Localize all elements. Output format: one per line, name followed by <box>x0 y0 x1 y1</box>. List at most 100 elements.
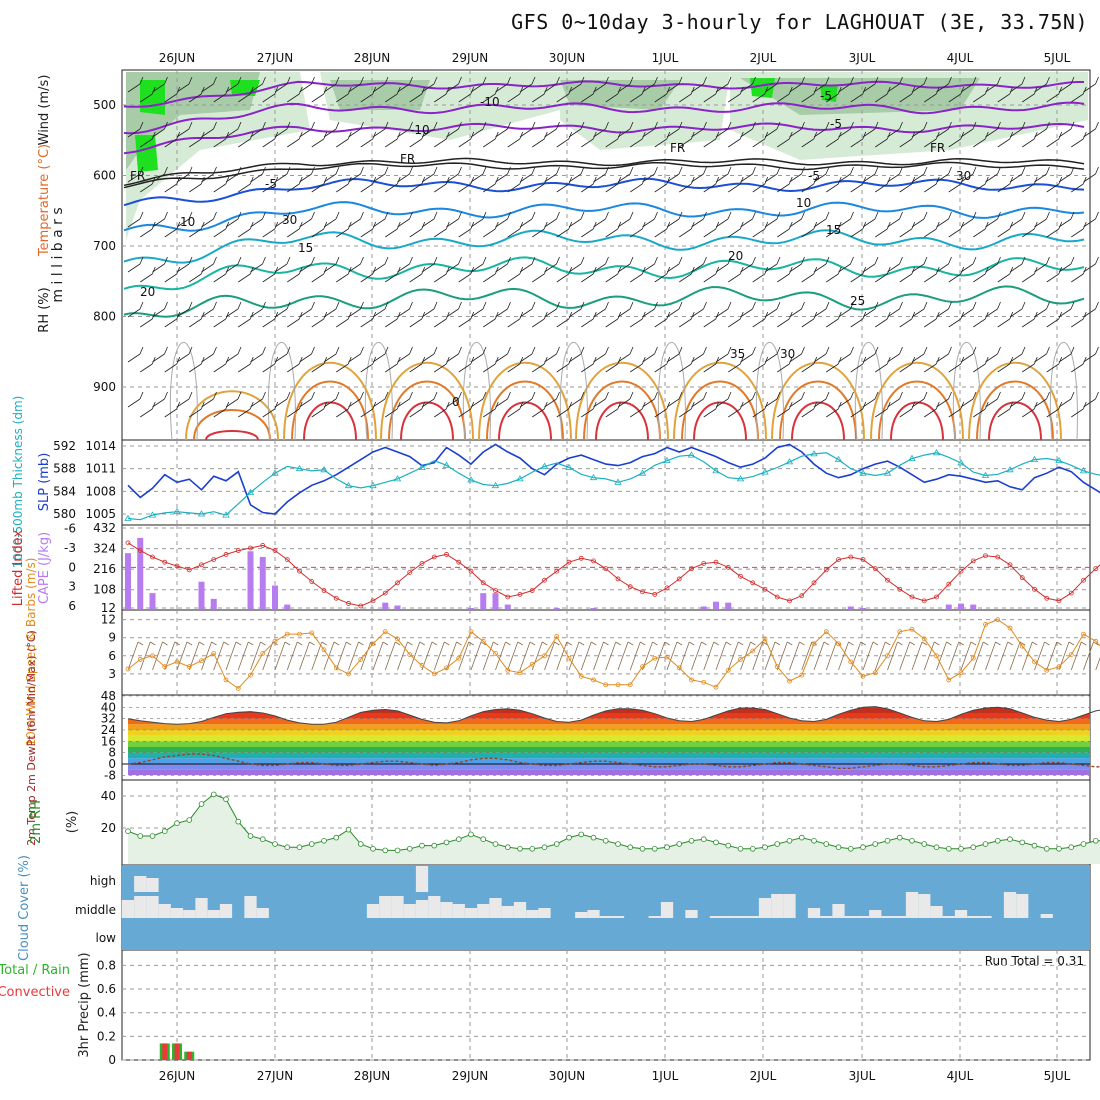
upper-wind-barb <box>311 266 328 283</box>
rh-contour-d2 <box>364 342 393 441</box>
rh2m-point <box>272 841 278 847</box>
upper-wind-barb <box>385 356 401 373</box>
upper-wind-barb <box>409 131 426 148</box>
lifted-point <box>529 588 535 593</box>
upper-wind-barb <box>507 266 524 283</box>
warm-contour-d5-0 <box>673 361 767 441</box>
upper-wind-barb <box>262 86 279 103</box>
wind10-point <box>921 636 927 642</box>
wind10-barb <box>715 641 732 671</box>
li-ytick--3: -3 <box>64 541 76 555</box>
upper-wind-barb <box>850 221 867 238</box>
wind10-point <box>970 655 976 661</box>
upper-wind-barb <box>1046 401 1063 418</box>
upper-wind-barb <box>483 266 499 283</box>
wind10-point <box>578 673 584 679</box>
upper-wind-barb <box>287 401 303 418</box>
upper-wind-barb <box>287 176 303 193</box>
wind10-point <box>787 678 792 684</box>
upper-wind-barb <box>997 86 1014 103</box>
thickness-point <box>736 475 745 482</box>
wind10-barb <box>997 641 1013 671</box>
upper-wind-barb <box>262 401 279 418</box>
rh2m-point <box>860 844 866 850</box>
upper-wind-barb <box>654 266 671 283</box>
upper-wind-barb <box>728 311 744 328</box>
date-label-top-29JUN: 29JUN <box>452 51 489 65</box>
upper-wind-barb <box>507 401 524 418</box>
upper-wind-barb <box>642 256 658 273</box>
upper-wind-barb <box>164 221 181 238</box>
upper-wind-barb <box>262 266 279 283</box>
cape-ytick-108: 108 <box>93 583 116 597</box>
rh2m-point <box>247 833 254 839</box>
upper-wind-barb <box>385 401 401 418</box>
upper-wind-barb <box>936 211 952 228</box>
upper-wind-barb <box>911 391 928 408</box>
upper-wind-barb <box>948 266 965 283</box>
upper-wind-barb <box>348 346 364 363</box>
upper-wind-barb <box>666 211 683 228</box>
wind10-point <box>934 653 939 659</box>
upper-wind-barb <box>899 131 916 148</box>
upper-wind-barb <box>801 401 818 418</box>
wind10-barb <box>862 641 879 671</box>
upper-wind-barb <box>348 76 364 93</box>
lifted-point <box>1019 575 1025 581</box>
wind10-barb <box>887 641 903 671</box>
cloud-bar-middle <box>869 910 882 918</box>
cloud-bar-middle <box>709 916 723 918</box>
precip-ytick-0.2: 0.2 <box>97 1029 116 1043</box>
lifted-point <box>248 545 253 551</box>
upper-wind-barb <box>715 76 732 93</box>
upper-wind-barb <box>862 76 879 93</box>
thickness-point <box>565 463 573 470</box>
upper-wind-barb <box>728 176 744 193</box>
upper-wind-barb <box>323 346 340 363</box>
upper-wind-barb <box>323 76 340 93</box>
isotherm-fr2 <box>123 161 1085 189</box>
lifted-point <box>603 566 609 572</box>
upper-wind-barb <box>1022 311 1038 328</box>
rh2m-point <box>1080 841 1087 847</box>
upper-wind-barb <box>960 301 977 318</box>
wind10-point <box>946 677 952 683</box>
wind10-point <box>272 638 278 644</box>
temp-band-6 <box>128 735 1090 742</box>
upper-wind-barb <box>434 401 450 418</box>
upper-wind-barb <box>593 211 609 228</box>
upper-wind-barb <box>409 176 426 193</box>
wind10-point <box>591 677 596 683</box>
wind10-barb <box>985 641 1001 671</box>
wind10-barb <box>1095 656 1100 671</box>
wind10-barb <box>495 641 511 671</box>
wind10-point <box>603 682 609 688</box>
upper-wind-barb <box>458 221 475 238</box>
rh2m-point <box>1007 836 1013 842</box>
upper-wind-barb <box>360 86 377 103</box>
cloud-bar-middle <box>428 896 441 918</box>
upper-wind-barb <box>764 166 781 183</box>
upper-wind-barb <box>960 211 977 228</box>
wind10-barb <box>1009 641 1026 671</box>
thickness-ytick-588: 588 <box>53 462 76 476</box>
lifted-point <box>578 555 584 561</box>
rh2m-point <box>223 796 229 802</box>
rh2m-point <box>504 844 511 850</box>
rh-shade-high-4 <box>820 85 838 102</box>
upper-wind-barb <box>544 121 560 138</box>
upper-wind-barb <box>372 301 389 318</box>
upper-wind-barb <box>507 221 524 238</box>
upper-wind-barb <box>801 266 818 283</box>
upper-wind-barb <box>262 311 279 328</box>
upper-wind-barb <box>924 131 940 148</box>
upper-wind-barb <box>924 311 940 328</box>
thickness-ytick-580: 580 <box>53 507 76 521</box>
upper-wind-barb <box>470 76 487 93</box>
lifted-point <box>480 580 486 586</box>
upper-wind-barb <box>213 176 230 193</box>
lifted-point <box>223 552 229 557</box>
wind10-point <box>627 682 633 688</box>
contour-label-21: 0 <box>452 395 460 409</box>
upper-wind-barb <box>556 401 573 418</box>
